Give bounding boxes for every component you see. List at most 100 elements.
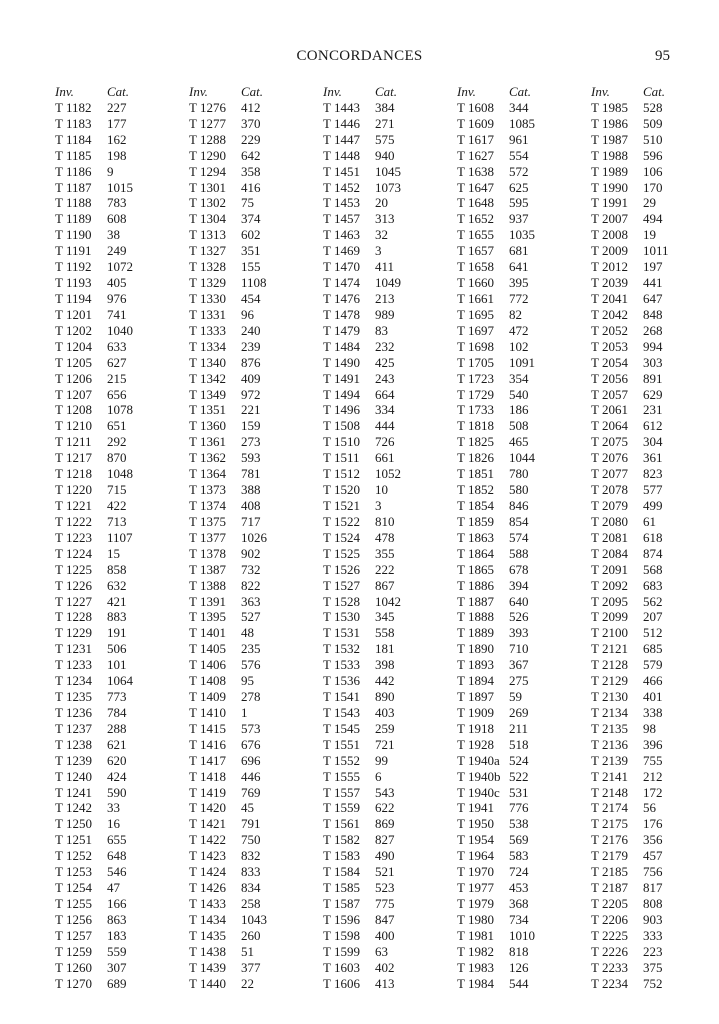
catalogue-number: 213 [375,290,395,306]
inventory-number: T 1617 [457,131,494,147]
catalogue-number: 683 [643,577,663,593]
inventory-number: T 1859 [457,513,494,529]
catalogue-number: 602 [241,227,261,243]
inventory-number: T 1448 [323,147,360,163]
table-row: T 1205 627 [55,355,185,371]
table-row: T 1328 155 [189,259,319,275]
table-row: T 1705 1091 [457,355,587,371]
catalogue-number: 394 [509,577,529,593]
catalogue-number: 1078 [107,402,133,418]
table-row: T 1470 411 [323,259,453,275]
inventory-number: T 1186 [55,163,92,179]
table-row: T 2052 268 [591,323,719,339]
catalogue-number: 56 [643,800,656,816]
catalogue-number: 696 [241,752,261,768]
inventory-number: T 1378 [189,545,226,561]
inventory-number: T 1409 [189,689,226,705]
catalogue-number: 159 [241,418,261,434]
table-row: T 1416 676 [189,737,319,753]
catalogue-number: 810 [375,513,395,529]
table-row: T 1222 713 [55,514,185,530]
inventory-number: T 2136 [591,736,628,752]
catalogue-number: 15 [107,545,120,561]
inventory-number: T 1453 [323,195,360,211]
catalogue-number: 374 [241,211,261,227]
table-row: T 1433 258 [189,896,319,912]
table-row: T 1223 1107 [55,530,185,546]
table-row: T 2007 494 [591,211,719,227]
table-row: T 2175 176 [591,816,719,832]
table-row: T 1652 937 [457,211,587,227]
table-row: T 2234 752 [591,976,719,992]
table-row: T 1541 890 [323,689,453,705]
catalogue-number: 858 [107,561,127,577]
catalogue-number: 721 [375,736,395,752]
inventory-number: T 1950 [457,816,494,832]
catalogue-number: 45 [241,800,254,816]
catalogue-number: 59 [509,689,522,705]
table-row: T 1496 334 [323,402,453,418]
inventory-number: T 1491 [323,370,360,386]
inventory-number: T 1527 [323,577,360,593]
table-row: T 1476 213 [323,291,453,307]
catalogue-number: 351 [241,243,261,259]
catalogue-number: 273 [241,434,261,450]
inventory-number: T 2057 [591,386,628,402]
table-row: T 2008 19 [591,227,719,243]
inventory-number: T 1825 [457,434,494,450]
table-row: T 1206 215 [55,371,185,387]
inventory-number: T 1984 [457,975,494,991]
inventory-number: T 2174 [591,800,628,816]
catalogue-number: 235 [241,641,261,657]
inventory-number: T 1254 [55,880,92,896]
catalogue-number: 773 [107,689,127,705]
concordance-column: Inv. Cat. T 1985 528 T 1986 509 T 1987 510 T 198… [591,84,719,992]
table-row: T 1277 370 [189,116,319,132]
inventory-number: T 1421 [189,816,226,832]
table-row: T 1349 972 [189,387,319,403]
catalogue-number: 572 [509,163,529,179]
inventory-number: T 1638 [457,163,494,179]
table-row: T 1887 640 [457,594,587,610]
table-row: T 2099 207 [591,609,719,625]
inventory-number: T 2008 [591,227,628,243]
inventory-number: T 1417 [189,752,226,768]
table-row: T 1617 961 [457,132,587,148]
inventory-number: T 1333 [189,322,226,338]
catalogue-number: 231 [643,402,663,418]
inventory-number: T 2099 [591,609,628,625]
table-row: T 1192 1072 [55,259,185,275]
table-row: T 2226 223 [591,944,719,960]
table-row: T 1545 259 [323,721,453,737]
table-row: T 1435 260 [189,928,319,944]
table-row: T 1986 509 [591,116,719,132]
inventory-number: T 2081 [591,529,628,545]
catalogue-number: 710 [509,641,529,657]
inventory-number: T 2176 [591,832,628,848]
table-row: T 1254 47 [55,880,185,896]
inventory-number: T 1364 [189,466,226,482]
inventory-number: T 1260 [55,959,92,975]
table-row: T 1990 170 [591,180,719,196]
catalogue-number: 411 [375,259,395,275]
inventory-number: T 1657 [457,243,494,259]
table-row: T 1723 354 [457,371,587,387]
table-row: T 1331 96 [189,307,319,323]
catalogue-number: 870 [107,450,127,466]
catalogue-number: 647 [643,290,663,306]
inventory-number: T 1187 [55,179,92,195]
catalogue-number: 752 [643,975,663,991]
inventory-number: T 2091 [591,561,628,577]
inventory-number: T 1818 [457,418,494,434]
table-row: T 1438 51 [189,944,319,960]
catalogue-number: 3 [375,243,382,259]
catalogue-number: 32 [375,227,388,243]
inventory-number: T 1217 [55,450,92,466]
table-row: T 1270 689 [55,976,185,992]
catalogue-number: 191 [107,625,127,641]
table-row: T 1415 573 [189,721,319,737]
table-row: T 1658 641 [457,259,587,275]
catalogue-number: 258 [241,896,261,912]
inventory-number: T 1419 [189,784,226,800]
catalogue-number: 33 [107,800,120,816]
